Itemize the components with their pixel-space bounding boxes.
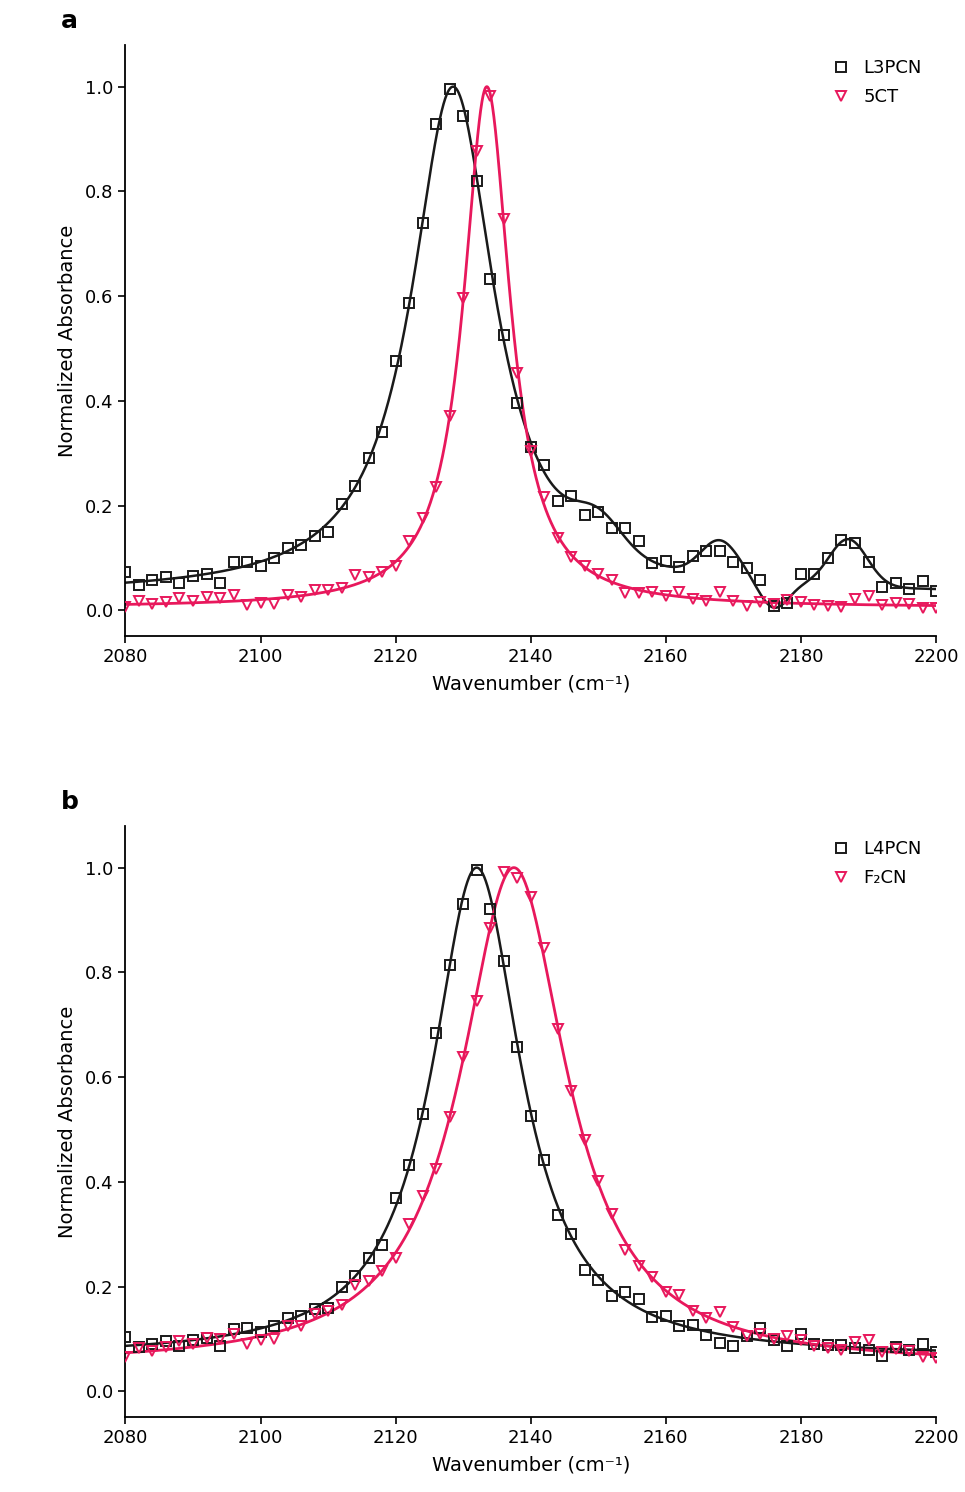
L3PCN <box>620 519 631 537</box>
L4PCN <box>282 1308 293 1326</box>
L4PCN <box>876 1347 888 1365</box>
5CT <box>565 548 577 565</box>
5CT <box>484 87 496 104</box>
F₂CN <box>309 1306 320 1323</box>
L3PCN <box>565 486 577 504</box>
L3PCN <box>309 527 320 545</box>
L4PCN <box>620 1283 631 1301</box>
Text: b: b <box>61 789 78 815</box>
X-axis label: Wavenumber (cm⁻¹): Wavenumber (cm⁻¹) <box>431 674 630 694</box>
Y-axis label: Normalized Absorbance: Normalized Absorbance <box>58 1006 77 1238</box>
Line: L4PCN: L4PCN <box>121 865 941 1361</box>
X-axis label: Wavenumber (cm⁻¹): Wavenumber (cm⁻¹) <box>431 1456 630 1474</box>
F₂CN <box>836 1341 847 1359</box>
F₂CN <box>282 1317 293 1335</box>
5CT <box>120 598 131 616</box>
5CT <box>309 580 320 598</box>
F₂CN <box>930 1349 942 1367</box>
5CT <box>930 598 942 616</box>
F₂CN <box>498 864 510 882</box>
L4PCN <box>565 1225 577 1243</box>
L4PCN <box>471 861 482 879</box>
L4PCN <box>403 1156 415 1174</box>
L3PCN <box>849 534 861 552</box>
5CT <box>282 586 293 604</box>
5CT <box>403 533 415 551</box>
5CT <box>836 598 847 616</box>
F₂CN <box>403 1214 415 1232</box>
L3PCN <box>120 562 131 580</box>
L4PCN <box>836 1337 847 1355</box>
L3PCN <box>444 81 455 98</box>
L3PCN <box>768 597 780 615</box>
L4PCN <box>930 1343 942 1361</box>
L3PCN <box>930 582 942 600</box>
F₂CN <box>620 1241 631 1259</box>
Text: a: a <box>61 9 77 33</box>
L3PCN <box>282 539 293 557</box>
L4PCN <box>309 1301 320 1319</box>
Y-axis label: Normalized Absorbance: Normalized Absorbance <box>58 224 77 457</box>
F₂CN <box>120 1347 131 1365</box>
Line: F₂CN: F₂CN <box>121 868 941 1362</box>
L3PCN <box>403 294 415 312</box>
Line: 5CT: 5CT <box>121 91 941 612</box>
Line: L3PCN: L3PCN <box>121 85 941 610</box>
L4PCN <box>120 1328 131 1346</box>
Legend: L4PCN, F₂CN: L4PCN, F₂CN <box>822 834 927 892</box>
Legend: L3PCN, 5CT: L3PCN, 5CT <box>822 54 927 112</box>
F₂CN <box>565 1082 577 1100</box>
5CT <box>620 583 631 601</box>
